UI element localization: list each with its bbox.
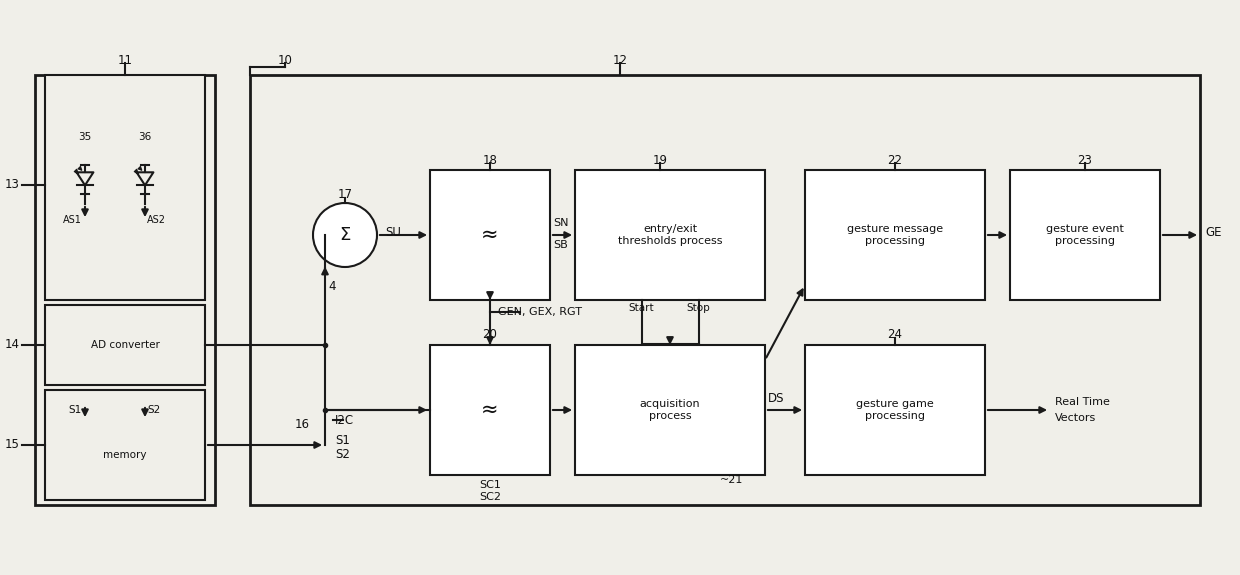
Text: S1: S1 <box>335 434 350 447</box>
FancyBboxPatch shape <box>575 345 765 475</box>
Circle shape <box>312 203 377 267</box>
Text: ≈: ≈ <box>481 400 498 420</box>
Text: ≈: ≈ <box>481 225 498 245</box>
FancyBboxPatch shape <box>45 75 205 300</box>
FancyBboxPatch shape <box>805 170 985 300</box>
Text: gesture game
processing: gesture game processing <box>856 398 934 421</box>
Text: 16: 16 <box>295 419 310 431</box>
Text: memory: memory <box>103 450 146 460</box>
FancyBboxPatch shape <box>430 170 551 300</box>
Text: ~21: ~21 <box>720 475 743 485</box>
Text: AS1: AS1 <box>63 215 82 225</box>
Text: 4: 4 <box>329 281 336 293</box>
Text: AD converter: AD converter <box>91 340 160 350</box>
Text: 17: 17 <box>337 189 352 201</box>
FancyBboxPatch shape <box>35 75 215 505</box>
Text: 35: 35 <box>78 132 92 142</box>
Text: 15: 15 <box>5 439 20 451</box>
Text: GE: GE <box>1205 225 1221 239</box>
Text: gesture event
processing: gesture event processing <box>1047 224 1123 247</box>
Text: SC2: SC2 <box>479 492 501 502</box>
FancyBboxPatch shape <box>1011 170 1159 300</box>
Text: Σ: Σ <box>340 226 351 244</box>
Text: Vectors: Vectors <box>1055 413 1096 423</box>
Text: SU: SU <box>384 225 401 239</box>
Text: 10: 10 <box>278 53 293 67</box>
Text: 22: 22 <box>888 154 903 167</box>
Text: 11: 11 <box>118 53 133 67</box>
Text: 20: 20 <box>482 328 497 342</box>
Text: gesture message
processing: gesture message processing <box>847 224 944 247</box>
Text: entry/exit
thresholds process: entry/exit thresholds process <box>618 224 722 247</box>
Text: S2: S2 <box>335 448 350 462</box>
Text: Real Time: Real Time <box>1055 397 1110 407</box>
FancyBboxPatch shape <box>250 75 1200 505</box>
Text: SB: SB <box>553 240 568 250</box>
Text: 13: 13 <box>5 178 20 191</box>
FancyBboxPatch shape <box>430 345 551 475</box>
FancyBboxPatch shape <box>45 305 205 385</box>
Text: 19: 19 <box>652 154 667 167</box>
Text: S2: S2 <box>148 405 160 415</box>
Text: S1: S1 <box>68 405 82 415</box>
FancyBboxPatch shape <box>575 170 765 300</box>
Text: SN: SN <box>553 218 568 228</box>
Text: I2C: I2C <box>335 413 355 427</box>
Text: 36: 36 <box>139 132 151 142</box>
Text: 23: 23 <box>1078 154 1092 167</box>
Text: SC1: SC1 <box>479 480 501 490</box>
Text: 18: 18 <box>482 154 497 167</box>
Text: Stop: Stop <box>687 303 711 313</box>
Text: acquisition
process: acquisition process <box>640 398 701 421</box>
Text: 24: 24 <box>888 328 903 342</box>
Text: Start: Start <box>629 303 655 313</box>
FancyBboxPatch shape <box>805 345 985 475</box>
FancyBboxPatch shape <box>45 390 205 500</box>
Text: DS: DS <box>768 392 785 404</box>
Text: AS2: AS2 <box>148 215 166 225</box>
Text: 12: 12 <box>613 53 627 67</box>
Text: 14: 14 <box>5 339 20 351</box>
Text: GEN, GEX, RGT: GEN, GEX, RGT <box>498 307 582 317</box>
